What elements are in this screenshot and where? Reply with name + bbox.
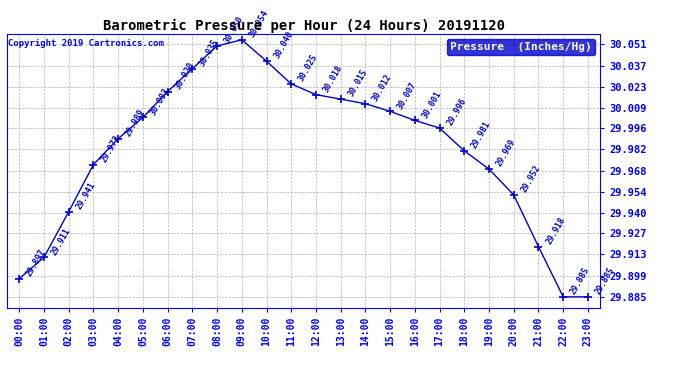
Text: 30.050: 30.050 — [223, 15, 246, 45]
Text: 30.018: 30.018 — [322, 63, 344, 94]
Text: 29.989: 29.989 — [124, 107, 146, 138]
Text: 29.941: 29.941 — [75, 180, 97, 211]
Text: 30.025: 30.025 — [297, 53, 319, 83]
Text: 29.885: 29.885 — [593, 266, 616, 296]
Text: 29.885: 29.885 — [569, 266, 591, 296]
Text: 29.911: 29.911 — [50, 226, 72, 256]
Text: 30.035: 30.035 — [198, 38, 221, 68]
Text: 29.996: 29.996 — [445, 97, 468, 127]
Title: Barometric Pressure per Hour (24 Hours) 20191120: Barometric Pressure per Hour (24 Hours) … — [103, 18, 504, 33]
Text: 29.969: 29.969 — [495, 138, 518, 168]
Text: 30.040: 30.040 — [272, 30, 295, 60]
Text: 29.897: 29.897 — [25, 248, 48, 278]
Text: 29.981: 29.981 — [470, 120, 493, 150]
Text: Copyright 2019 Cartronics.com: Copyright 2019 Cartronics.com — [8, 39, 164, 48]
Text: 30.001: 30.001 — [420, 89, 443, 120]
Text: 30.020: 30.020 — [173, 60, 196, 91]
Legend: Pressure  (Inches/Hg): Pressure (Inches/Hg) — [447, 39, 595, 55]
Text: 30.012: 30.012 — [371, 72, 394, 103]
Text: 30.015: 30.015 — [346, 68, 369, 98]
Text: 30.003: 30.003 — [148, 86, 171, 117]
Text: 30.054: 30.054 — [247, 9, 270, 39]
Text: 29.972: 29.972 — [99, 133, 122, 164]
Text: 29.918: 29.918 — [544, 215, 567, 246]
Text: 30.007: 30.007 — [395, 80, 419, 111]
Text: 29.952: 29.952 — [520, 164, 542, 194]
